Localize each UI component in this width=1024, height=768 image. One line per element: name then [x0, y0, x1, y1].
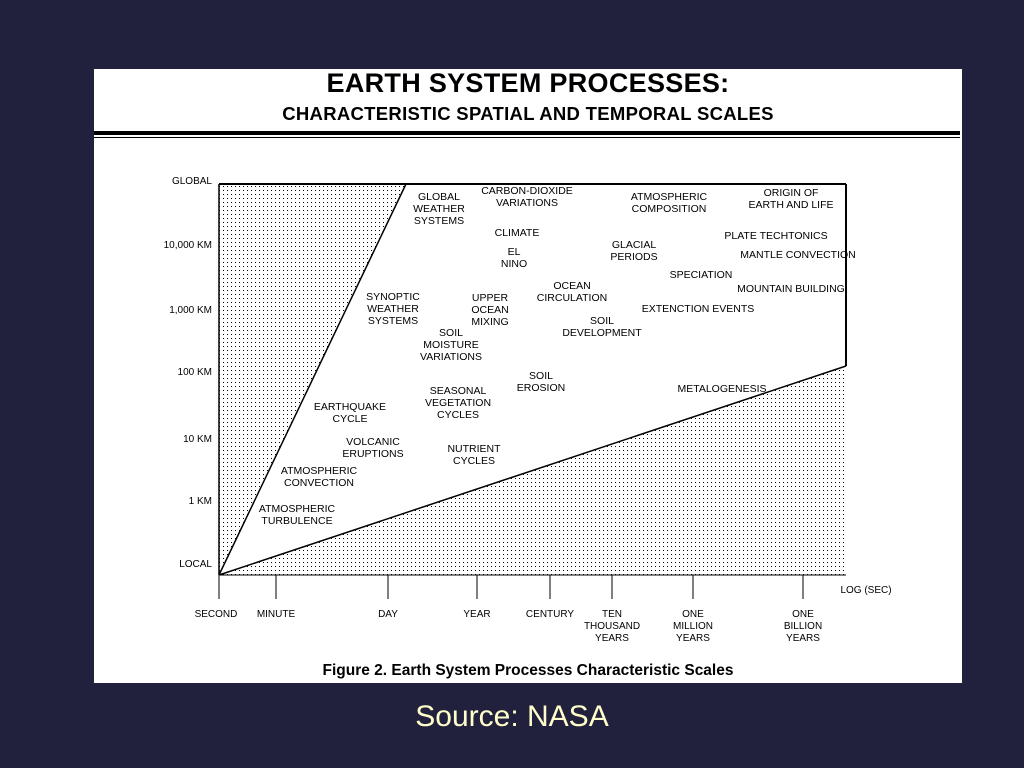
process-label: ORIGIN OF EARTH AND LIFE	[749, 187, 834, 211]
process-label: ATMOSPHERIC CONVECTION	[281, 465, 358, 489]
process-label: GLOBAL WEATHER SYSTEMS	[413, 191, 465, 227]
process-label: METALOGENESIS	[677, 383, 766, 395]
y-tick-label: 10,000 KM	[164, 240, 212, 251]
process-label: SOIL DEVELOPMENT	[562, 315, 642, 339]
process-label: SEASONAL VEGETATION CYCLES	[425, 385, 491, 421]
process-label: CLIMATE	[495, 227, 540, 239]
process-label: SYNOPTIC WEATHER SYSTEMS	[366, 291, 420, 327]
process-label: MOUNTAIN BUILDING	[737, 283, 845, 295]
x-tick-label: TEN THOUSAND YEARS	[584, 609, 640, 644]
process-label: VOLCANIC ERUPTIONS	[342, 436, 403, 460]
figure-panel: EARTH SYSTEM PROCESSES: CHARACTERISTIC S…	[94, 69, 962, 683]
process-label: UPPER OCEAN MIXING	[471, 292, 508, 328]
x-axis-unit-label: LOG (SEC)	[840, 585, 891, 596]
y-tick-label: LOCAL	[179, 559, 212, 570]
process-label: GLACIAL PERIODS	[610, 239, 657, 263]
process-label: EXTENCTION EVENTS	[642, 303, 755, 315]
y-tick-label: GLOBAL	[172, 176, 212, 187]
process-label: NUTRIENT CYCLES	[447, 443, 501, 467]
process-label: ATMOSPHERIC TURBULENCE	[259, 503, 336, 527]
process-label: PLATE TECHTONICS	[724, 230, 827, 242]
process-label: ATMOSPHERIC COMPOSITION	[631, 191, 708, 215]
y-tick-label: 100 KM	[178, 367, 212, 378]
y-tick-label: 1 KM	[189, 496, 212, 507]
title-rule-thin	[94, 137, 960, 138]
y-tick-label: 1,000 KM	[169, 305, 212, 316]
title-rule	[94, 131, 960, 135]
process-label: SOIL MOISTURE VARIATIONS	[420, 327, 482, 363]
x-tick-label: ONE BILLION YEARS	[784, 609, 822, 644]
process-labels: GLOBAL WEATHER SYSTEMS CARBON-DIOXIDE VARIAT…	[259, 185, 856, 527]
x-axis: SECOND MINUTE DAY YEAR CENTURY TEN THOUSAND YEA…	[195, 575, 892, 644]
source-credit: Source: NASA	[415, 700, 609, 733]
figure-title: EARTH SYSTEM PROCESSES:	[326, 68, 730, 98]
y-axis: GLOBAL 10,000 KM 1,000 KM 100 KM 10 KM 1 KM LO…	[164, 176, 213, 570]
process-label: CARBON-DIOXIDE VARIATIONS	[481, 185, 573, 209]
x-tick-label: SECOND	[195, 609, 238, 620]
y-tick-label: 10 KM	[183, 434, 212, 445]
process-label: OCEAN CIRCULATION	[537, 280, 607, 304]
figure-caption: Figure 2. Earth System Processes Charact…	[322, 662, 734, 679]
x-tick-label: ONE MILLION YEARS	[673, 609, 713, 644]
x-tick-label: DAY	[378, 609, 398, 620]
figure-subtitle: CHARACTERISTIC SPATIAL AND TEMPORAL SCAL…	[282, 103, 774, 124]
plot-frame	[218, 183, 847, 576]
process-label: SOIL EROSION	[517, 370, 565, 394]
x-tick-label: CENTURY	[526, 609, 574, 620]
process-label: EL NINO	[501, 246, 527, 270]
x-tick-label: YEAR	[463, 609, 490, 620]
process-label: SPECIATION	[670, 269, 733, 281]
scales-diagram: GLOBAL 10,000 KM 1,000 KM 100 KM 10 KM 1 KM LO…	[164, 176, 892, 644]
x-tick-label: MINUTE	[257, 609, 296, 620]
process-label: EARTHQUAKE CYCLE	[314, 401, 386, 425]
process-label: MANTLE CONVECTION	[740, 249, 856, 261]
